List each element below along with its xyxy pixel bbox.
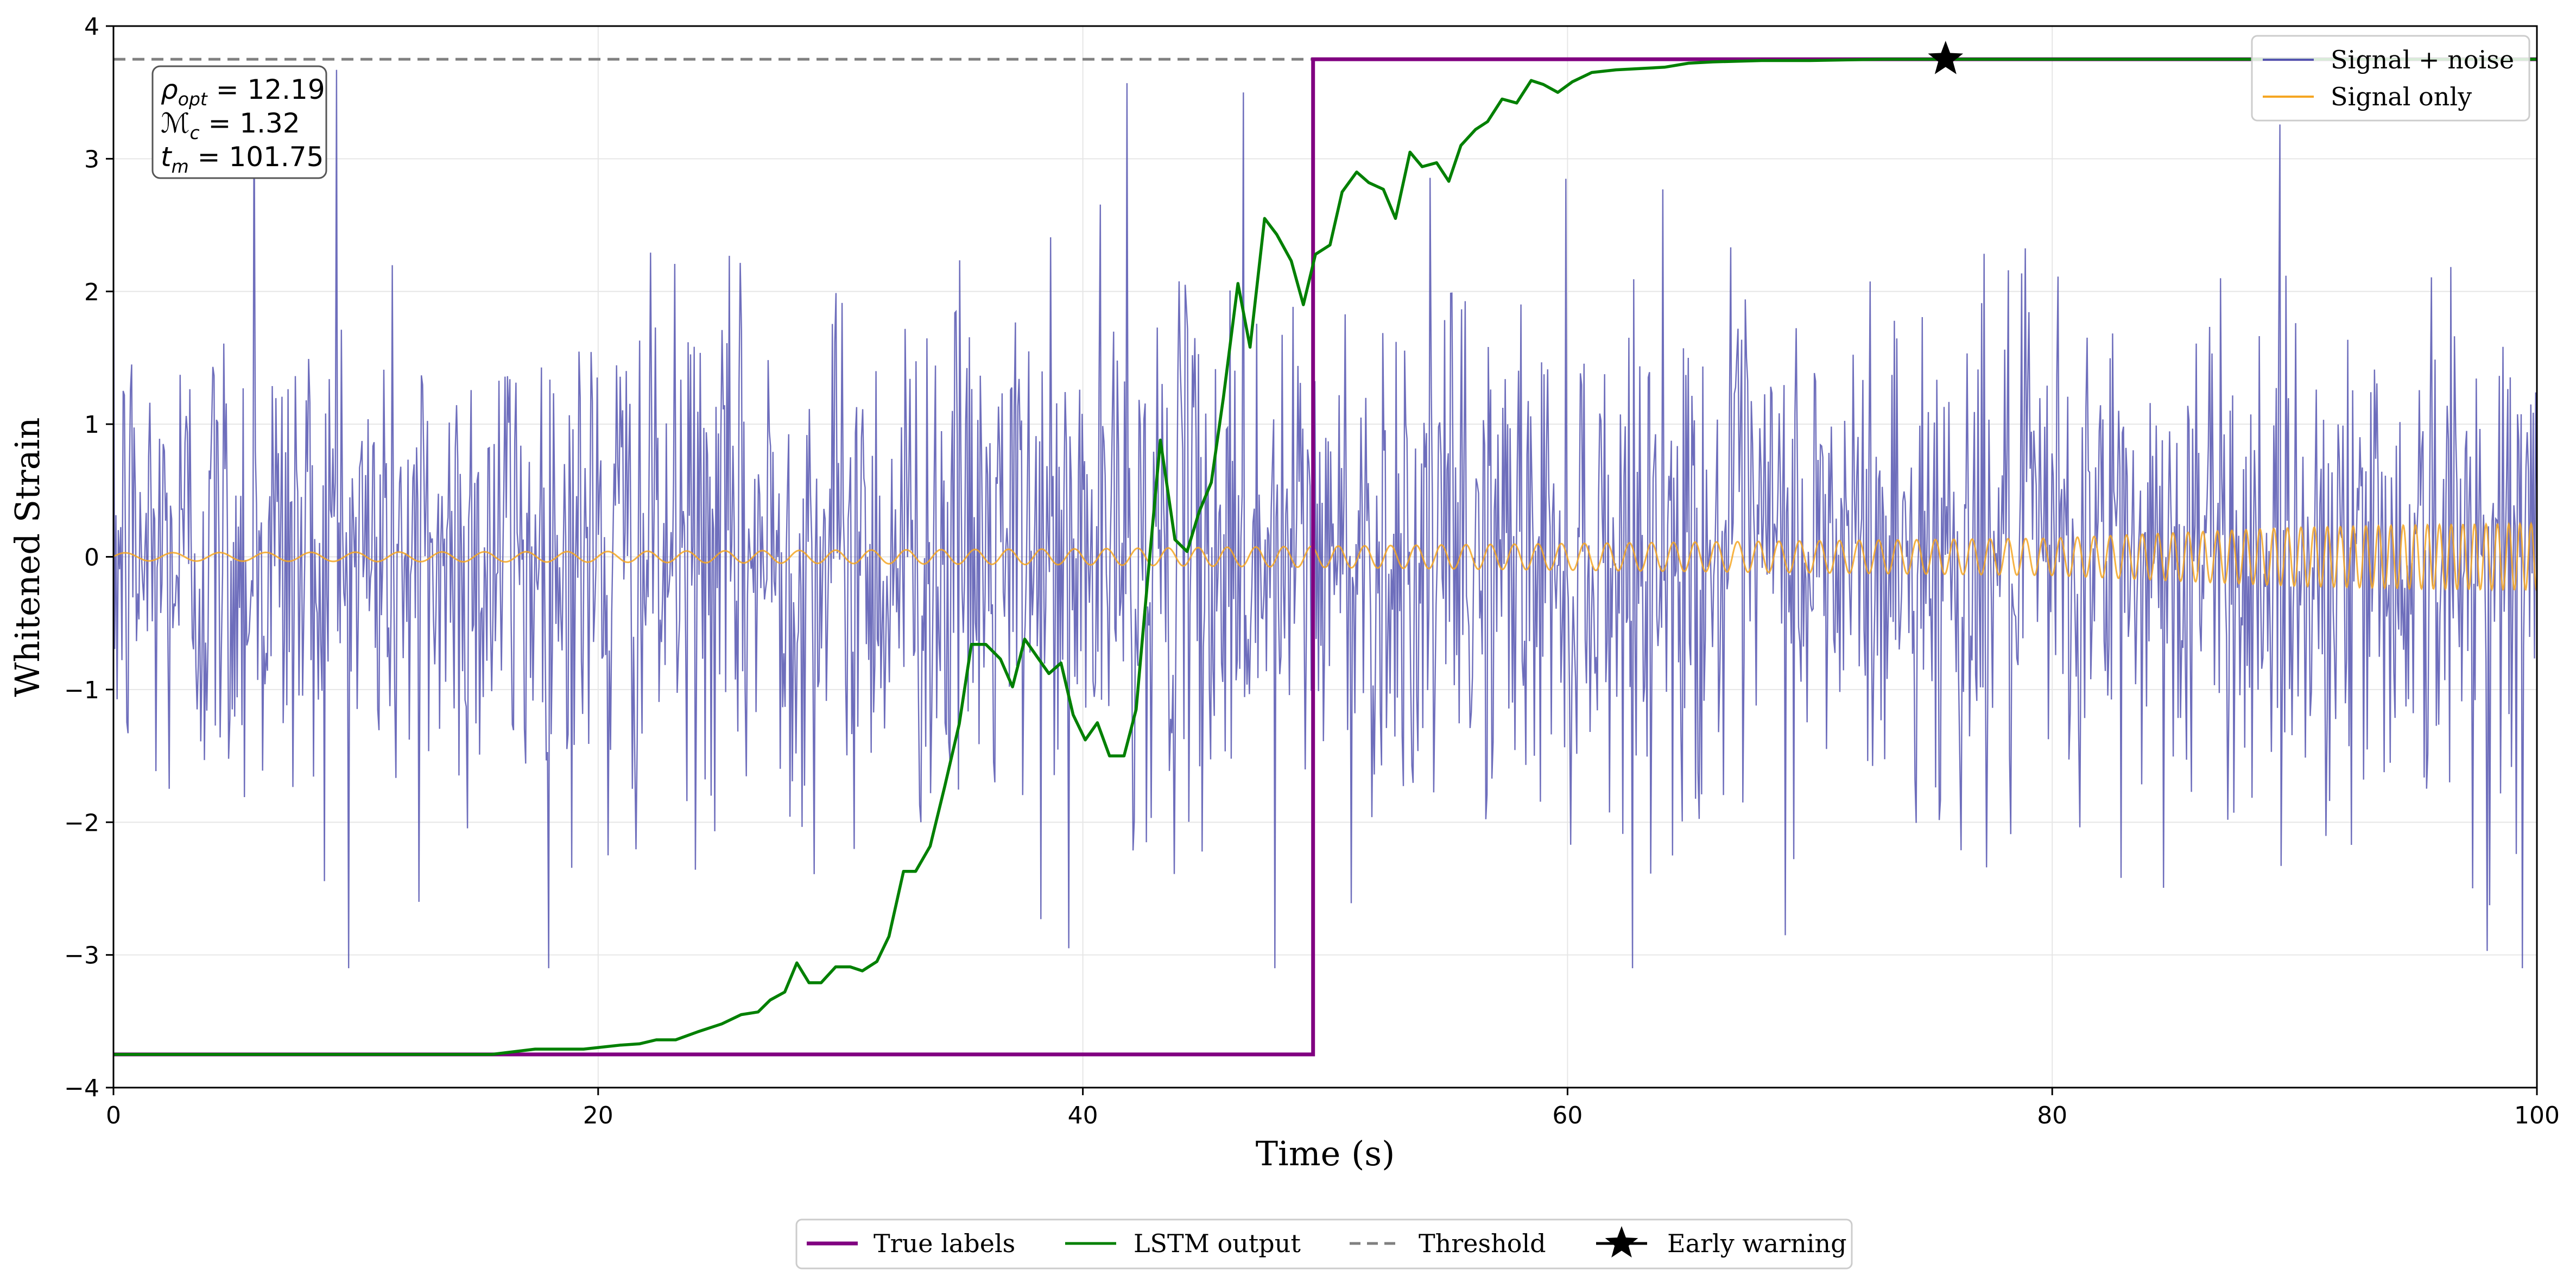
annotation-rho: ρopt = 12.19: [161, 74, 325, 110]
legend-lower: True labels LSTM output Threshold Early …: [795, 1218, 1853, 1270]
plot-area: [113, 57, 2537, 1057]
early-warning-marker: [1928, 41, 1964, 74]
legend-early-warning-star: [1605, 1226, 1638, 1258]
parameter-annotation: ρopt = 12.19 ℳc = 1.32 tm = 101.75: [151, 65, 327, 179]
x-tick-label-5: 100: [2514, 1102, 2560, 1129]
signal-plus-noise-line: [113, 70, 2537, 969]
legend-signal-only-label: Signal only: [2331, 82, 2472, 111]
legend-upper-box: [2251, 35, 2530, 122]
x-axis-title: Time (s): [1256, 1134, 1395, 1173]
y-tick-label-6: 2: [84, 279, 99, 306]
grid: [113, 26, 2537, 1088]
y-tick-label-4: 0: [84, 544, 99, 572]
y-tick-label-8: 4: [84, 13, 99, 41]
annotation-box: [151, 65, 327, 179]
x-tick-label-2: 40: [1068, 1102, 1098, 1129]
signal-only-line: [113, 521, 2537, 592]
y-tick-label-5: 1: [84, 411, 99, 439]
lstm-output-line: [113, 58, 2537, 1056]
annotation-mc: ℳc = 1.32: [161, 108, 300, 143]
legend-threshold-label: Threshold: [1419, 1229, 1546, 1258]
legend-lstm-label: LSTM output: [1134, 1229, 1301, 1258]
y-axis: −4 −3 −2 −1 0 1 2 3 4: [64, 13, 113, 1102]
y-tick-label-1: −3: [64, 942, 99, 970]
legend-early-warning-label: Early warning: [1667, 1229, 1847, 1258]
annotation-tm: tm = 101.75: [161, 141, 324, 177]
x-tick-label-3: 60: [1552, 1102, 1583, 1129]
x-tick-label-0: 0: [106, 1102, 121, 1129]
y-tick-label-3: −1: [64, 677, 99, 704]
legend-signal-noise-label: Signal + noise: [2331, 45, 2514, 74]
x-tick-label-4: 80: [2037, 1102, 2067, 1129]
y-tick-label-7: 3: [84, 146, 99, 173]
legend-lower-box: [795, 1218, 1853, 1270]
legend-true-labels-label: True labels: [874, 1229, 1015, 1258]
x-axis: 0 20 40 60 80 100: [106, 1088, 2560, 1129]
x-tick-label-1: 20: [583, 1102, 613, 1129]
y-axis-title: Whitened Strain: [8, 418, 47, 697]
y-tick-label-0: −4: [64, 1075, 99, 1102]
legend-upper: Signal + noise Signal only: [2251, 35, 2530, 122]
y-tick-label-2: −2: [64, 809, 99, 837]
